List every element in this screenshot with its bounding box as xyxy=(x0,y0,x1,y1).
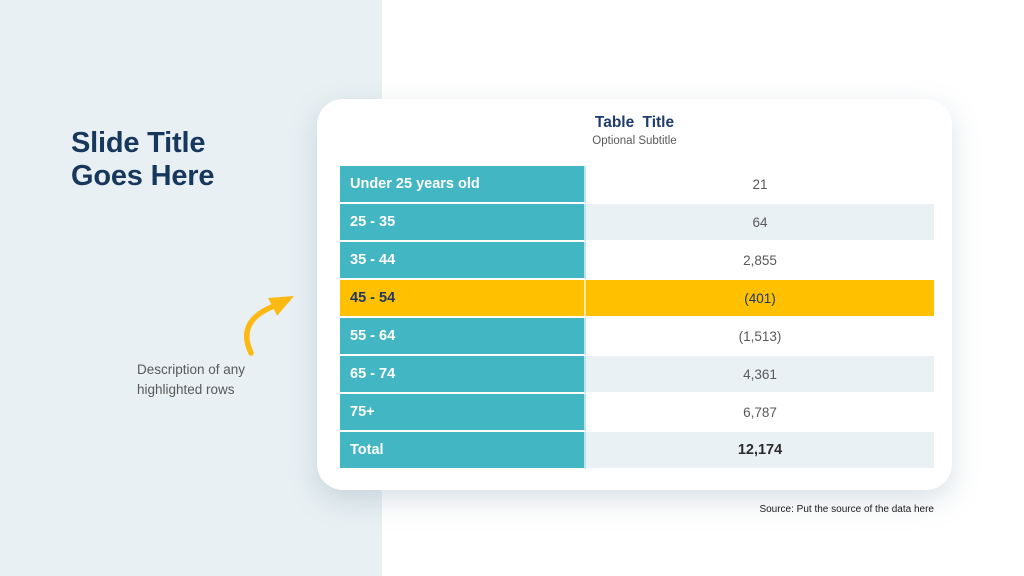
highlight-description-line2: highlighted rows xyxy=(137,382,235,397)
row-label-cell: 75+ xyxy=(340,394,586,432)
row-label-cell: 35 - 44 xyxy=(340,242,586,280)
row-label-cell: 45 - 54 xyxy=(340,280,586,318)
table-row: Under 25 years old 21 xyxy=(340,166,934,204)
table-row: 75+ 6,787 xyxy=(340,394,934,432)
row-label-cell: 65 - 74 xyxy=(340,356,586,394)
curved-arrow-icon xyxy=(244,296,294,356)
row-value-cell: 21 xyxy=(586,166,934,204)
row-value-cell: (1,513) xyxy=(586,318,934,356)
table-row: Total 12,174 xyxy=(340,432,934,470)
row-value-cell: 64 xyxy=(586,204,934,242)
table-row: 35 - 44 2,855 xyxy=(340,242,934,280)
table-row: 65 - 74 4,361 xyxy=(340,356,934,394)
row-value-cell: 12,174 xyxy=(586,432,934,470)
highlight-description: Description of any highlighted rows xyxy=(137,360,245,400)
table-title: Table Title xyxy=(594,114,675,131)
row-value-cell: (401) xyxy=(586,280,934,318)
table-row: 45 - 54 (401) xyxy=(340,280,934,318)
row-label-cell: Under 25 years old xyxy=(340,166,586,204)
slide-title-line1: Slide Title xyxy=(71,127,206,159)
source-note: Source: Put the source of the data here xyxy=(759,504,934,515)
row-value-cell: 4,361 xyxy=(586,356,934,394)
row-value-cell: 2,855 xyxy=(586,242,934,280)
row-value-cell: 6,787 xyxy=(586,394,934,432)
row-label-cell: 55 - 64 xyxy=(340,318,586,356)
row-label-cell: Total xyxy=(340,432,586,470)
table-row: 25 - 35 64 xyxy=(340,204,934,242)
table-card: Table Title Optional Subtitle Under 25 y… xyxy=(317,99,952,490)
table-subtitle: Optional Subtitle xyxy=(592,135,677,147)
slide-title: Slide Title Goes Here xyxy=(71,127,214,193)
slide-title-line2: Goes Here xyxy=(71,160,215,192)
table-row: 55 - 64 (1,513) xyxy=(340,318,934,356)
row-label-cell: 25 - 35 xyxy=(340,204,586,242)
data-table: Under 25 years old 21 25 - 35 64 35 - 44… xyxy=(340,166,934,470)
highlight-description-line1: Description of any xyxy=(137,362,246,377)
